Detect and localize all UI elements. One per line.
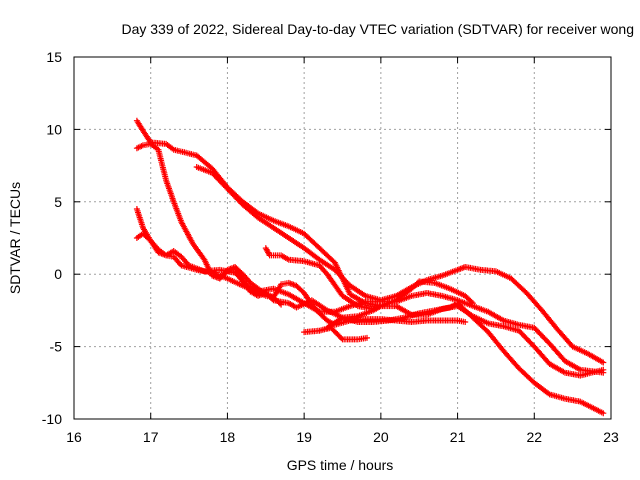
y-tick-label: 5 bbox=[54, 194, 62, 210]
y-axis-label: SDTVAR / TECUs bbox=[7, 182, 23, 294]
x-axis-label: GPS time / hours bbox=[287, 457, 394, 473]
x-tick-label: 17 bbox=[143, 429, 159, 445]
y-tick-label: 15 bbox=[46, 49, 62, 65]
y-tick-label: 10 bbox=[46, 121, 62, 137]
series-track-2 bbox=[133, 140, 607, 417]
x-tick-label: 23 bbox=[603, 429, 619, 445]
x-tick-label: 18 bbox=[220, 429, 236, 445]
chart-title: Day 339 of 2022, Sidereal Day-to-day VTE… bbox=[121, 21, 634, 37]
y-tick-label: 0 bbox=[54, 266, 62, 282]
ticks: 16 17 18 19 20 21 22 23 15 10 5 0 -5 -10 bbox=[42, 49, 619, 445]
series-group bbox=[133, 117, 607, 417]
data-markers bbox=[216, 264, 285, 308]
x-tick-label: 22 bbox=[526, 429, 542, 445]
grid bbox=[74, 57, 611, 419]
series-track-1 bbox=[133, 117, 607, 379]
series-track-9 bbox=[324, 278, 476, 331]
plot-frame bbox=[73, 56, 612, 420]
plot-border bbox=[73, 56, 612, 420]
data-markers bbox=[133, 117, 607, 379]
data-markers bbox=[301, 324, 370, 343]
y-tick-label: -5 bbox=[50, 339, 63, 355]
data-markers bbox=[133, 140, 607, 417]
x-tick-label: 21 bbox=[450, 429, 466, 445]
series-track-7 bbox=[216, 264, 285, 308]
x-tick-label: 20 bbox=[373, 429, 389, 445]
data-markers bbox=[324, 278, 476, 331]
series-track-8 bbox=[301, 324, 370, 343]
x-tick-label: 19 bbox=[296, 429, 312, 445]
data-markers bbox=[262, 245, 384, 312]
y-tick-label: -10 bbox=[42, 411, 62, 427]
series-track-6 bbox=[262, 245, 384, 312]
x-tick-label: 16 bbox=[66, 429, 82, 445]
